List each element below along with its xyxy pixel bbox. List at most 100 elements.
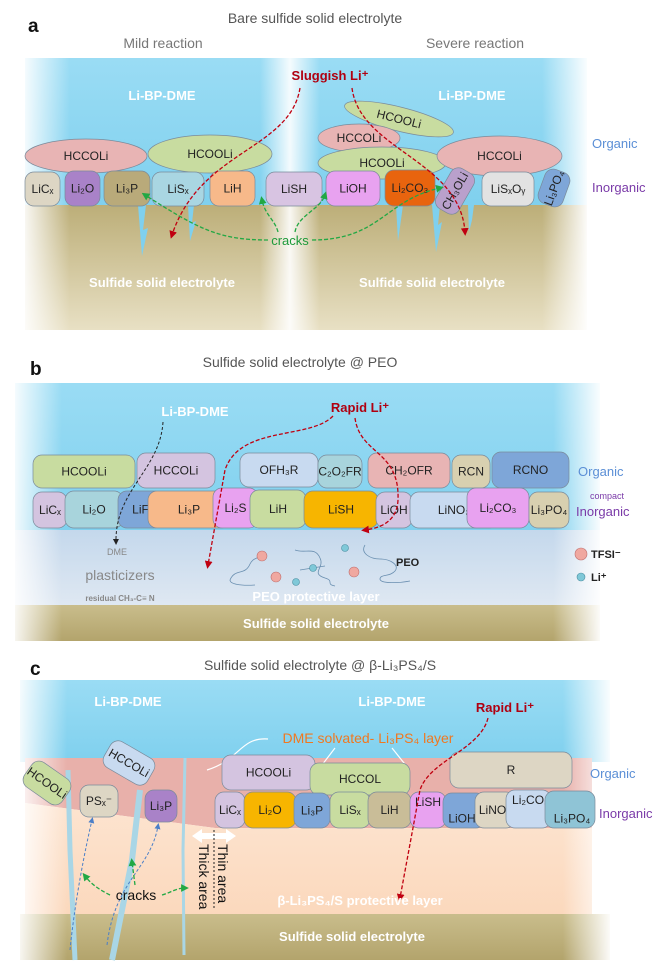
electrolyte-label-right: Li-BP-DME (358, 694, 425, 709)
particle-label: HCCOLi (337, 131, 382, 145)
particle-label: LiSH (415, 795, 441, 809)
particle-shape (103, 170, 151, 207)
particle-label: LiOH (339, 182, 366, 196)
particle-label: HCCOLi (154, 464, 199, 478)
organic-species: RCNO (491, 451, 570, 489)
particle-label: HCOOLi (246, 766, 291, 780)
panel-letter: c (30, 659, 41, 680)
particle-shape (102, 740, 156, 786)
particle-label: Li₂S (224, 501, 246, 515)
organic-species: C₂O₂FR (317, 454, 363, 489)
particle-label: Li₂CO₃ (512, 793, 549, 807)
inorganic-label: Inorganic (592, 180, 646, 195)
particle-label: HCOOLi (359, 156, 404, 170)
particle-label: LiCₓ (39, 503, 61, 517)
protective-layer-label: PEO protective layer (252, 589, 379, 604)
panel-title: Bare sulfide solid electrolyte (228, 10, 403, 26)
inorganic-species: LiCₓ (32, 491, 68, 529)
particle-label: LiH (380, 803, 398, 817)
particle-label: HCCOLi (477, 149, 522, 163)
particle-label: CH₂OFR (385, 464, 433, 478)
particle-label: LiCₓ (32, 182, 54, 196)
particle-shape (317, 454, 363, 489)
inorganic-species: Li₂O (64, 490, 124, 529)
thickness-indicator (192, 829, 236, 910)
inorganic-species: LiCₓ (214, 791, 246, 829)
particle-label: Li₂O (71, 182, 94, 196)
inorganic-species: LiSH (303, 490, 379, 529)
particle-shape (32, 454, 136, 489)
inorganic-species: LiSₓ (151, 171, 205, 207)
particle-label: LiH (223, 182, 241, 196)
particle-shape (481, 171, 535, 207)
particle-label: RCN (458, 465, 484, 479)
particle-shape (544, 790, 596, 829)
li-path-arrow (69, 817, 95, 951)
li-path-arrow (351, 87, 469, 236)
li-path-arrow (354, 417, 399, 534)
plasticizers-label: plasticizers (85, 567, 154, 583)
particle-label: HCCOL (339, 772, 381, 786)
inorganic-species: Li₃P (147, 490, 231, 529)
electrolyte-label-left: Li-BP-DME (94, 694, 161, 709)
inorganic-species: Li₃PO₄ (537, 168, 571, 208)
subtitle-severe: Severe reaction (426, 35, 524, 51)
inorganic-species: Li₃P (293, 792, 331, 829)
organic-species: HCCOLi (24, 138, 148, 174)
cracks-label: cracks (271, 233, 309, 248)
inorganic-species: Li₂CO₃ (384, 169, 436, 207)
organic-species: HCOOLi (221, 754, 316, 791)
particle-label: Li₃PO₄ (531, 503, 568, 517)
inorganic-species: Li₂O (243, 791, 297, 829)
inorganic-species: LiCₓ (24, 171, 61, 207)
inorganic-species: LiH (249, 489, 307, 529)
peo-label: PEO (396, 557, 420, 569)
organic-species: HCCOL (309, 762, 411, 796)
panel-c: c Sulfide solid electrolyte @ β-Li₃PS₄/S… (20, 657, 653, 961)
organic-species: HCOOLi (147, 134, 273, 174)
inorganic-species: LiSH (409, 791, 447, 829)
inorganic-species: Li₂CO₃ (466, 487, 530, 529)
li-path-arrow (169, 87, 301, 239)
compact-label: compact (590, 491, 625, 501)
crack-arrow (294, 191, 328, 233)
subtitle-mild: Mild reaction (123, 35, 202, 51)
organic-species: HCCOLi (136, 452, 216, 489)
inorganic-label: Inorganic (576, 504, 630, 519)
li-cations (292, 544, 349, 586)
electrolyte-label-right: Li-BP-DME (438, 88, 505, 103)
inorganic-species: LiH (367, 791, 412, 829)
thick-area-label: Thick area (196, 844, 212, 910)
inorganic-species: LiOH (375, 491, 413, 529)
substrate-label: Sulfide solid electrolyte (279, 929, 425, 944)
crack-arrow (161, 884, 189, 896)
particle-label: LiSₓ (339, 803, 360, 817)
substrate-label-left: Sulfide solid electrolyte (89, 275, 235, 290)
li-legend-label: Li⁺ (591, 572, 607, 584)
inorganic-species: Li₃PO₄ (544, 790, 596, 829)
li-path-arrow (396, 717, 489, 902)
particle-label: RCNO (513, 463, 548, 477)
particle-label: HCCOLi (64, 149, 109, 163)
li-transport-label: Rapid Li⁺ (331, 400, 389, 415)
organic-species: OFH₃R (239, 452, 319, 488)
organic-species: HCOOLi (32, 454, 136, 489)
particle-shape (451, 454, 491, 489)
panel-letter: b (30, 359, 42, 380)
inorganic-species: LiOH (325, 170, 381, 207)
tfsi-legend-icon (574, 547, 588, 561)
organic-species: CH₂OFR (367, 452, 451, 489)
particle-label: Li₃P (116, 182, 138, 196)
organic-species: HCCOLi (317, 123, 401, 153)
particle-label: R (507, 763, 516, 777)
inorganic-species: LiH (209, 170, 256, 207)
particle-shape (22, 760, 72, 806)
inorganic-species: LiNO₃ (474, 791, 516, 829)
crack-arrow (311, 185, 444, 241)
particle-shape (136, 452, 216, 489)
particle-shape (435, 167, 475, 215)
substrate-label: Sulfide solid electrolyte (243, 616, 389, 631)
particle-shape (344, 100, 454, 138)
protective-layer-label: β-Li₃PS₄/S protective layer (277, 893, 442, 908)
